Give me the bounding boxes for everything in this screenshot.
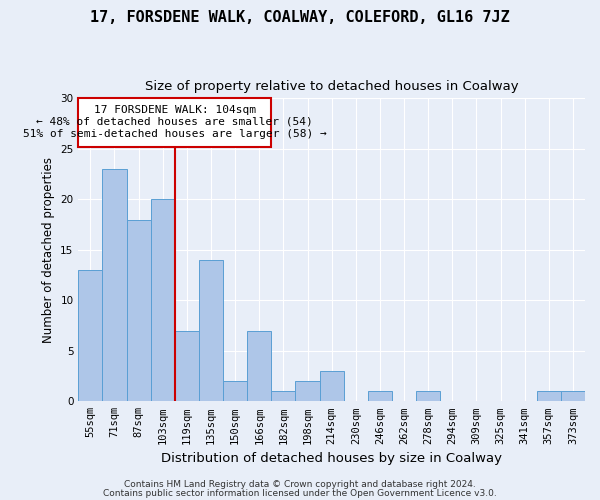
Text: Contains public sector information licensed under the Open Government Licence v3: Contains public sector information licen… — [103, 488, 497, 498]
Bar — [247, 330, 271, 402]
Bar — [127, 220, 151, 402]
Bar — [223, 381, 247, 402]
Bar — [151, 200, 175, 402]
Bar — [295, 381, 320, 402]
Title: Size of property relative to detached houses in Coalway: Size of property relative to detached ho… — [145, 80, 518, 93]
Bar — [320, 371, 344, 402]
Bar — [103, 169, 127, 402]
Text: ← 48% of detached houses are smaller (54): ← 48% of detached houses are smaller (54… — [37, 116, 313, 126]
Text: 17 FORSDENE WALK: 104sqm: 17 FORSDENE WALK: 104sqm — [94, 106, 256, 116]
Text: 51% of semi-detached houses are larger (58) →: 51% of semi-detached houses are larger (… — [23, 128, 326, 138]
Bar — [175, 330, 199, 402]
Bar — [416, 391, 440, 402]
Bar — [199, 260, 223, 402]
Bar — [368, 391, 392, 402]
Bar — [561, 391, 585, 402]
Bar — [537, 391, 561, 402]
FancyBboxPatch shape — [79, 98, 271, 147]
Y-axis label: Number of detached properties: Number of detached properties — [41, 157, 55, 343]
Bar — [271, 391, 295, 402]
X-axis label: Distribution of detached houses by size in Coalway: Distribution of detached houses by size … — [161, 452, 502, 465]
Text: 17, FORSDENE WALK, COALWAY, COLEFORD, GL16 7JZ: 17, FORSDENE WALK, COALWAY, COLEFORD, GL… — [90, 10, 510, 25]
Bar — [79, 270, 103, 402]
Text: Contains HM Land Registry data © Crown copyright and database right 2024.: Contains HM Land Registry data © Crown c… — [124, 480, 476, 489]
